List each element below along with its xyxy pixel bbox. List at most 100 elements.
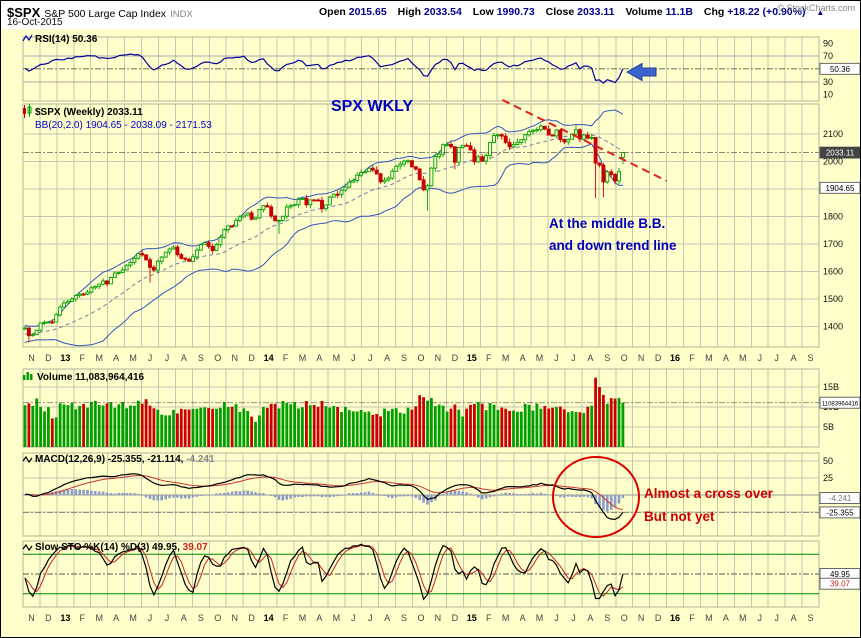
svg-text:D: D [452,353,459,363]
svg-text:J: J [757,353,762,363]
svg-text:N: N [28,353,35,363]
svg-text:90: 90 [823,38,833,48]
ticker-symbol: $SPX [7,5,41,20]
svg-text:1700: 1700 [823,239,843,249]
annotations-layer: SPX WKLY At the middle B.B. and down trend… [331,62,774,538]
svg-text:M: M [502,613,510,623]
svg-text:A: A [520,353,526,363]
macd-indicator-icon [22,455,33,464]
svg-text:N: N [28,613,35,623]
svg-text:A: A [384,353,390,363]
svg-text:J: J [774,613,779,623]
svg-text:-25.355: -25.355 [826,508,854,517]
svg-text:J: J [571,353,576,363]
svg-text:A: A [587,353,593,363]
candlesticks [23,123,625,343]
svg-text:J: J [554,353,559,363]
svg-text:S: S [604,353,610,363]
svg-text:A: A [587,613,593,623]
exchange-label: INDX [170,9,193,20]
svg-text:A: A [791,353,797,363]
svg-text:A: A [316,613,322,623]
svg-text:O: O [621,353,628,363]
svg-text:D: D [45,353,52,363]
svg-text:M: M [95,613,103,623]
svg-text:S: S [198,613,204,623]
svg-text:$SPX (Weekly) 2033.11: $SPX (Weekly) 2033.11 [35,107,143,118]
svg-text:D: D [248,613,255,623]
svg-text:1800: 1800 [823,212,843,222]
quote-volume-label: Volume [625,6,663,18]
quote-high-label: High [397,6,421,18]
svg-text:Volume 11,083,964,416: Volume 11,083,964,416 [37,372,145,383]
svg-text:A: A [181,613,187,623]
macd-hist-value-box: -4.241 [819,492,860,505]
svg-text:F: F [689,353,695,363]
macd-panel: MACD(12,26,9) -25.355, -21.114, -4.241 [22,454,819,521]
svg-text:M: M [333,613,341,623]
svg-text:D: D [655,613,662,623]
copyright: © StockCharts.com [777,3,855,13]
svg-text:S: S [401,613,407,623]
svg-text:J: J [368,353,373,363]
svg-text:F: F [80,353,86,363]
svg-text:S: S [808,613,814,623]
svg-text:A: A [791,613,797,623]
price-indicator-icon [23,104,32,118]
svg-text:M: M [129,613,137,623]
svg-text:M: M [536,353,544,363]
svg-text:2000: 2000 [823,157,843,167]
svg-text:But not yet: But not yet [644,509,715,524]
right-scale: 9070503010210020001900180017001600150014… [819,38,860,590]
svg-text:J: J [368,613,373,623]
svg-text:A: A [113,353,119,363]
chart-date: 16-Oct-2015 [7,17,63,28]
svg-text:A: A [723,613,729,623]
svg-text:J: J [757,613,762,623]
svg-text:D: D [248,353,255,363]
macd-circle-annotation [552,456,640,538]
svg-text:O: O [621,613,628,623]
svg-text:Slow STO %K(14) %D(3) 49.95, 3: Slow STO %K(14) %D(3) 49.95, 39.07 [35,542,208,553]
sto-indicator-icon [22,543,33,552]
svg-text:2100: 2100 [823,129,843,139]
sto-d-value-box: 39.07 [819,577,860,590]
svg-text:M: M [739,353,747,363]
svg-text:O: O [214,613,221,623]
x-axis-labels: N D 13 F M A M J J A S O N D 14 F M A M J J A S O N D 15 F M A M J J A S O N… [28,353,813,623]
chart-canvas: RSI(14) 50.36 $SPX (Weekly) 2033.11 BB(20,… [1,29,860,637]
rsi-panel: RSI(14) 50.36 [22,34,819,84]
svg-text:14: 14 [264,353,274,363]
svg-text:N: N [435,613,442,623]
svg-text:SPX WKLY: SPX WKLY [331,98,413,115]
svg-text:A: A [384,613,390,623]
svg-text:M: M [299,613,307,623]
svg-text:50: 50 [823,456,833,466]
volume-bars [23,377,625,447]
sto-panel: Slow STO %K(14) %D(3) 49.95, 39.07 [22,542,819,601]
svg-text:13: 13 [60,353,70,363]
svg-text:15: 15 [467,353,477,363]
svg-text:M: M [502,353,510,363]
svg-text:D: D [655,353,662,363]
rsi-indicator-icon [22,34,33,42]
svg-text:N: N [435,353,442,363]
svg-text:13: 13 [60,613,70,623]
svg-text:S: S [604,613,610,623]
svg-text:1600: 1600 [823,266,843,276]
quote-chg-value: +18.22 (+0.90%) [727,6,806,18]
quote-close-value: 2033.11 [577,6,615,18]
svg-text:2033.11: 2033.11 [826,149,855,158]
svg-text:J: J [165,353,170,363]
left-arrow-icon [625,62,657,82]
svg-text:F: F [80,613,86,623]
macd-value-box: -25.355 [819,506,860,519]
quote-chg-label: Chg [703,6,725,18]
quote-low-label: Low [472,6,494,18]
price-panel: $SPX (Weekly) 2033.11 BB(20,2.0) 1904.65 … [23,104,819,347]
svg-text:N: N [231,353,238,363]
svg-text:RSI(14) 50.36: RSI(14) 50.36 [35,34,98,45]
svg-text:A: A [316,353,322,363]
svg-text:J: J [571,613,576,623]
svg-text:D: D [452,613,459,623]
